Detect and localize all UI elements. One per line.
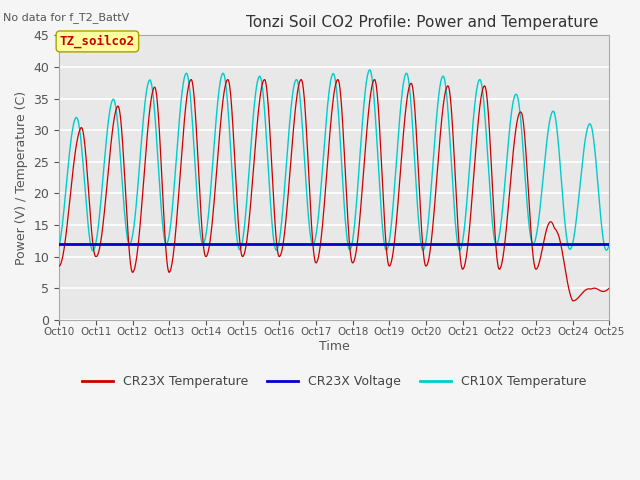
Y-axis label: Power (V) / Temperature (C): Power (V) / Temperature (C): [15, 91, 28, 264]
X-axis label: Time: Time: [319, 340, 349, 353]
Text: TZ_soilco2: TZ_soilco2: [60, 35, 135, 48]
Text: No data for f_T2_BattV: No data for f_T2_BattV: [3, 12, 129, 23]
Text: Tonzi Soil CO2 Profile: Power and Temperature: Tonzi Soil CO2 Profile: Power and Temper…: [246, 15, 598, 30]
Legend: CR23X Temperature, CR23X Voltage, CR10X Temperature: CR23X Temperature, CR23X Voltage, CR10X …: [77, 370, 591, 393]
